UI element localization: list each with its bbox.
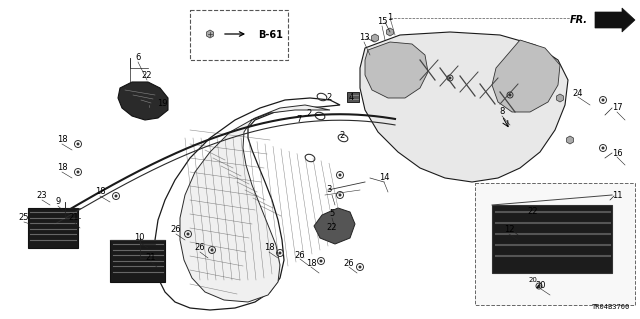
Polygon shape	[387, 28, 394, 36]
Bar	[492, 205, 612, 273]
Text: 20: 20	[528, 277, 537, 283]
Text: 4: 4	[348, 93, 354, 101]
Text: 14: 14	[379, 174, 389, 182]
Text: 21: 21	[68, 213, 79, 222]
Text: 2: 2	[326, 93, 332, 101]
Text: 18: 18	[57, 164, 67, 173]
Text: 3: 3	[326, 186, 332, 195]
Text: 18: 18	[95, 188, 106, 197]
Text: 1: 1	[387, 13, 392, 23]
Text: 13: 13	[358, 33, 369, 42]
Text: 7: 7	[296, 115, 301, 124]
Text: 26: 26	[171, 226, 181, 234]
Text: 16: 16	[612, 149, 622, 158]
Polygon shape	[492, 40, 560, 112]
Bar	[190, 10, 288, 60]
Text: 9: 9	[56, 197, 61, 206]
Text: 18: 18	[306, 258, 316, 268]
Bar	[347, 92, 359, 102]
Text: 22: 22	[141, 71, 152, 80]
Circle shape	[339, 194, 342, 197]
Polygon shape	[557, 94, 563, 102]
Text: 2: 2	[307, 109, 312, 118]
Text: 26: 26	[195, 243, 205, 253]
Text: 22: 22	[327, 224, 337, 233]
Text: FR.: FR.	[570, 15, 588, 25]
Polygon shape	[118, 82, 168, 120]
Circle shape	[115, 195, 118, 197]
Text: 8: 8	[499, 108, 505, 116]
Polygon shape	[180, 105, 330, 302]
Polygon shape	[314, 208, 355, 244]
Circle shape	[509, 93, 511, 97]
Circle shape	[602, 99, 605, 101]
Polygon shape	[566, 136, 573, 144]
Polygon shape	[207, 30, 214, 38]
Circle shape	[602, 146, 605, 150]
Bar	[28, 208, 78, 248]
Text: 11: 11	[612, 191, 622, 201]
Bar	[475, 183, 635, 305]
Text: 19: 19	[157, 99, 167, 108]
Circle shape	[319, 259, 323, 263]
Circle shape	[339, 174, 342, 176]
Text: 26: 26	[294, 250, 305, 259]
Text: 10: 10	[134, 234, 144, 242]
Circle shape	[538, 285, 541, 287]
Text: 15: 15	[377, 18, 387, 26]
Circle shape	[77, 170, 79, 174]
Text: 18: 18	[264, 243, 275, 253]
Text: 5: 5	[330, 210, 335, 219]
Circle shape	[449, 77, 451, 79]
Text: B-61: B-61	[258, 30, 283, 40]
Circle shape	[186, 233, 189, 235]
Text: 20: 20	[536, 280, 547, 290]
Polygon shape	[365, 42, 428, 98]
Polygon shape	[360, 32, 568, 182]
Text: 17: 17	[612, 103, 622, 113]
Text: 25: 25	[19, 213, 29, 222]
Text: 12: 12	[504, 226, 515, 234]
Circle shape	[77, 143, 79, 145]
Polygon shape	[372, 34, 378, 42]
Text: 2: 2	[339, 131, 344, 140]
Text: 6: 6	[135, 54, 141, 63]
Circle shape	[358, 265, 362, 269]
Circle shape	[211, 249, 214, 251]
Text: TR04B3700: TR04B3700	[592, 304, 630, 310]
Bar	[110, 240, 165, 282]
Text: 18: 18	[57, 136, 67, 145]
Text: 24: 24	[573, 88, 583, 98]
Text: 21: 21	[146, 254, 156, 263]
Circle shape	[278, 251, 282, 255]
Text: 26: 26	[344, 258, 355, 268]
Polygon shape	[595, 8, 635, 32]
Text: 22: 22	[528, 207, 538, 217]
Text: 23: 23	[36, 191, 47, 201]
